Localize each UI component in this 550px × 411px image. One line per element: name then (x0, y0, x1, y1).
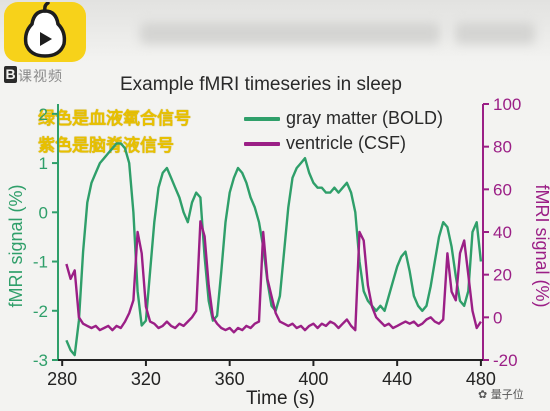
y-right-tick-label: -20 (493, 351, 518, 370)
y-left-tick-label: -1 (33, 253, 48, 272)
caption-green-signal: 绿色是血液氧合信号 (38, 109, 191, 129)
y-left-tick-label: 2 (39, 105, 48, 124)
x-tick-label: 320 (131, 369, 161, 389)
app-logo (4, 1, 86, 62)
legend-item-ventricle: ventricle (CSF) (244, 133, 406, 154)
chart-title: Example fMRI timeseries in sleep (120, 74, 402, 95)
y-right-tick-label: 80 (493, 138, 512, 157)
blurred-header-text (455, 22, 535, 44)
y-right-tick-label: 0 (493, 308, 502, 327)
x-tick-label: 440 (382, 369, 412, 389)
y-right-tick-label: 20 (493, 266, 512, 285)
y-right-tick-label: 40 (493, 223, 512, 242)
y-right-tick-label: 100 (493, 95, 521, 114)
y-axis-label-left: fMRI signal (%) (6, 184, 26, 307)
y-left-tick-label: 1 (39, 154, 48, 173)
legend-swatch-purple (244, 141, 280, 146)
blurred-header-text (140, 22, 440, 44)
x-tick-label: 480 (466, 369, 496, 389)
brand-text: 课视频 (18, 69, 63, 85)
x-tick-label: 360 (215, 369, 245, 389)
watermark: ✿ 量子位 (478, 386, 524, 402)
y-left-tick-label: -2 (33, 302, 48, 321)
x-tick-label: 400 (298, 369, 328, 389)
legend-label-gray-matter: gray matter (BOLD) (286, 108, 444, 128)
legend-label-ventricle: ventricle (CSF) (286, 133, 407, 153)
y-left-tick-label: -3 (33, 351, 48, 370)
brand-mark: B (4, 66, 17, 83)
series-line-ventricle (65, 220, 482, 334)
legend-item-gray-matter: gray matter (BOLD) (244, 108, 443, 129)
series-line-gray-matter (65, 142, 483, 357)
y-axis-label-right: fMRI signal (%) (532, 184, 550, 307)
y-right-tick-label: 60 (493, 180, 512, 199)
watermark-text: 量子位 (490, 388, 524, 401)
yellow-play-pear-logo-icon (23, 1, 67, 58)
top-banner (0, 0, 550, 62)
x-tick-label: 280 (47, 369, 77, 389)
y-left-tick-label: 0 (39, 203, 48, 222)
caption-purple-signal: 紫色是脑脊液信号 (38, 136, 174, 156)
legend-swatch-green (244, 116, 280, 121)
x-axis-label: Time (s) (246, 388, 315, 409)
wechat-icon: ✿ (478, 388, 491, 401)
